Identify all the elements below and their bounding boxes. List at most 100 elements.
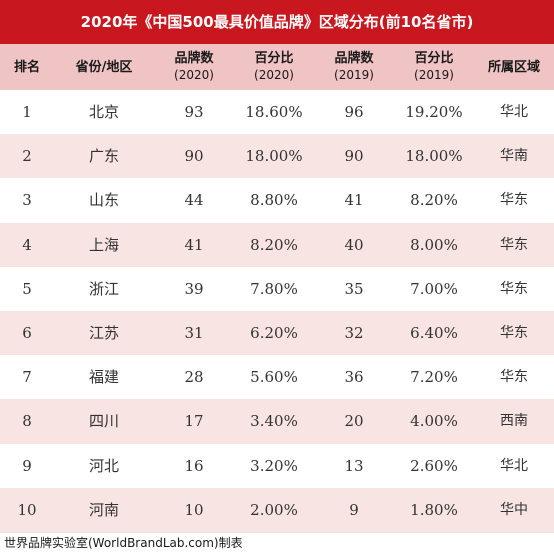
cell-brands-2020: 90 (184, 147, 204, 166)
cell-pct-2019: 8.00% (410, 235, 458, 254)
header-brands-2020-year: (2020) (174, 68, 214, 82)
table-title: 2020年《中国500最具价值品牌》区域分布(前10名省市) (0, 0, 554, 44)
header-pct-2020: 百分比 (2020) (234, 44, 314, 90)
cell-brands-2020: 41 (184, 235, 204, 254)
cell-rank: 5 (22, 279, 32, 298)
header-pct-2019-year: (2019) (414, 68, 454, 82)
cell-brands-2020: 44 (184, 191, 204, 210)
header-pct-2020-label: 百分比 (254, 51, 294, 66)
header-brands-2019-label: 品牌数 (334, 51, 374, 66)
cell-rank: 2 (22, 147, 32, 166)
cell-pct-2020: 7.80% (250, 279, 298, 298)
cell-region: 华东 (500, 325, 528, 341)
cell-province: 广东 (88, 147, 119, 166)
cell-pct-2020: 2.00% (250, 500, 298, 519)
cell-province: 福建 (88, 368, 119, 387)
cell-brands-2020: 16 (184, 456, 204, 475)
header-pct-2020-year: (2020) (254, 68, 294, 82)
cell-pct-2020: 8.20% (250, 235, 298, 254)
cell-brands-2019: 40 (344, 235, 364, 254)
cell-pct-2019: 4.00% (410, 412, 458, 431)
cell-province: 江苏 (88, 324, 119, 342)
cell-pct-2019: 7.20% (410, 368, 458, 387)
header-region-label: 所属区域 (487, 59, 540, 75)
cell-brands-2019: 41 (344, 191, 364, 210)
header-brands-2019-year: (2019) (334, 68, 374, 82)
table-row: 2 广东 90 18.00% 90 18.00% 华南 (0, 134, 554, 180)
cell-pct-2020: 3.20% (250, 456, 298, 475)
cell-pct-2019: 6.40% (410, 324, 458, 342)
header-pct-2019: 百分比 (2019) (394, 44, 474, 90)
cell-province: 四川 (88, 412, 119, 431)
cell-province: 浙江 (88, 279, 119, 298)
cell-brands-2019: 36 (344, 368, 364, 387)
cell-pct-2019: 18.00% (405, 147, 463, 166)
cell-pct-2020: 5.60% (250, 368, 298, 387)
cell-brands-2019: 90 (344, 147, 364, 166)
table-row: 6 江苏 31 6.20% 32 6.40% 华东 (0, 311, 554, 356)
cell-brands-2019: 13 (344, 456, 364, 475)
cell-brands-2020: 17 (184, 412, 204, 431)
header-province: 省份/地区 (54, 44, 154, 90)
cell-brands-2020: 28 (184, 368, 204, 387)
cell-region: 华北 (500, 457, 528, 474)
header-rank: 排名 (0, 44, 54, 90)
table-row: 8 四川 17 3.40% 20 4.00% 西南 (0, 399, 554, 445)
cell-brands-2019: 32 (344, 324, 364, 342)
cell-rank: 1 (22, 103, 32, 121)
cell-province: 北京 (88, 103, 119, 121)
table-row: 4 上海 41 8.20% 40 8.00% 华东 (0, 222, 554, 268)
table-footer-credit: 世界品牌实验室(WorldBrandLab.com)制表 (4, 536, 243, 550)
cell-province: 河北 (88, 456, 119, 475)
cell-province: 河南 (88, 500, 119, 519)
cell-brands-2020: 31 (184, 324, 204, 342)
cell-brands-2020: 10 (184, 500, 204, 519)
cell-region: 华东 (500, 236, 528, 253)
cell-province: 山东 (88, 191, 119, 210)
cell-pct-2019: 19.20% (405, 103, 463, 121)
cell-pct-2020: 3.40% (250, 412, 298, 431)
cell-brands-2020: 39 (184, 279, 204, 298)
cell-province: 上海 (88, 235, 119, 254)
cell-brands-2019: 35 (344, 279, 364, 298)
cell-pct-2020: 8.80% (250, 191, 298, 210)
cell-region: 西南 (500, 413, 528, 430)
cell-brands-2019: 96 (344, 103, 364, 121)
table-row: 7 福建 28 5.60% 36 7.20% 华东 (0, 355, 554, 401)
cell-rank: 10 (17, 500, 37, 519)
table-row: 3 山东 44 8.80% 41 8.20% 华东 (0, 178, 554, 224)
header-rank-label: 排名 (13, 59, 40, 75)
cell-pct-2020: 18.00% (245, 147, 303, 166)
table-row: 5 浙江 39 7.80% 35 7.00% 华东 (0, 266, 554, 312)
table-row: 9 河北 16 3.20% 13 2.60% 华北 (0, 443, 554, 489)
header-brands-2019: 品牌数 (2019) (314, 44, 394, 90)
cell-rank: 9 (22, 456, 32, 475)
cell-region: 华南 (500, 148, 528, 165)
cell-region: 华东 (500, 369, 528, 386)
header-province-label: 省份/地区 (75, 59, 133, 75)
cell-rank: 8 (22, 412, 32, 431)
table-row: 1 北京 93 18.60% 96 19.20% 华北 (0, 90, 554, 135)
header-region: 所属区域 (474, 44, 554, 90)
cell-pct-2019: 1.80% (410, 500, 458, 519)
cell-rank: 3 (22, 191, 32, 210)
cell-pct-2020: 6.20% (250, 324, 298, 342)
cell-pct-2019: 2.60% (410, 456, 458, 475)
cell-brands-2019: 20 (344, 412, 364, 431)
cell-rank: 7 (22, 368, 32, 387)
cell-pct-2020: 18.60% (245, 103, 303, 121)
cell-pct-2019: 7.00% (410, 279, 458, 298)
cell-rank: 4 (22, 235, 32, 254)
header-brands-2020-label: 品牌数 (174, 51, 214, 66)
cell-pct-2019: 8.20% (410, 191, 458, 210)
cell-brands-2020: 93 (184, 103, 204, 121)
cell-region: 华东 (500, 280, 528, 297)
cell-brands-2019: 9 (349, 500, 359, 519)
header-brands-2020: 品牌数 (2020) (154, 44, 234, 90)
table-row: 10 河南 10 2.00% 9 1.80% 华中 (0, 487, 554, 533)
cell-region: 华东 (500, 192, 528, 209)
header-pct-2019-label: 百分比 (414, 51, 454, 66)
table-header: 排名 省份/地区 品牌数 (2020) 百分比 (2020) 品牌数 (2019… (0, 44, 554, 90)
cell-region: 华北 (500, 104, 528, 120)
